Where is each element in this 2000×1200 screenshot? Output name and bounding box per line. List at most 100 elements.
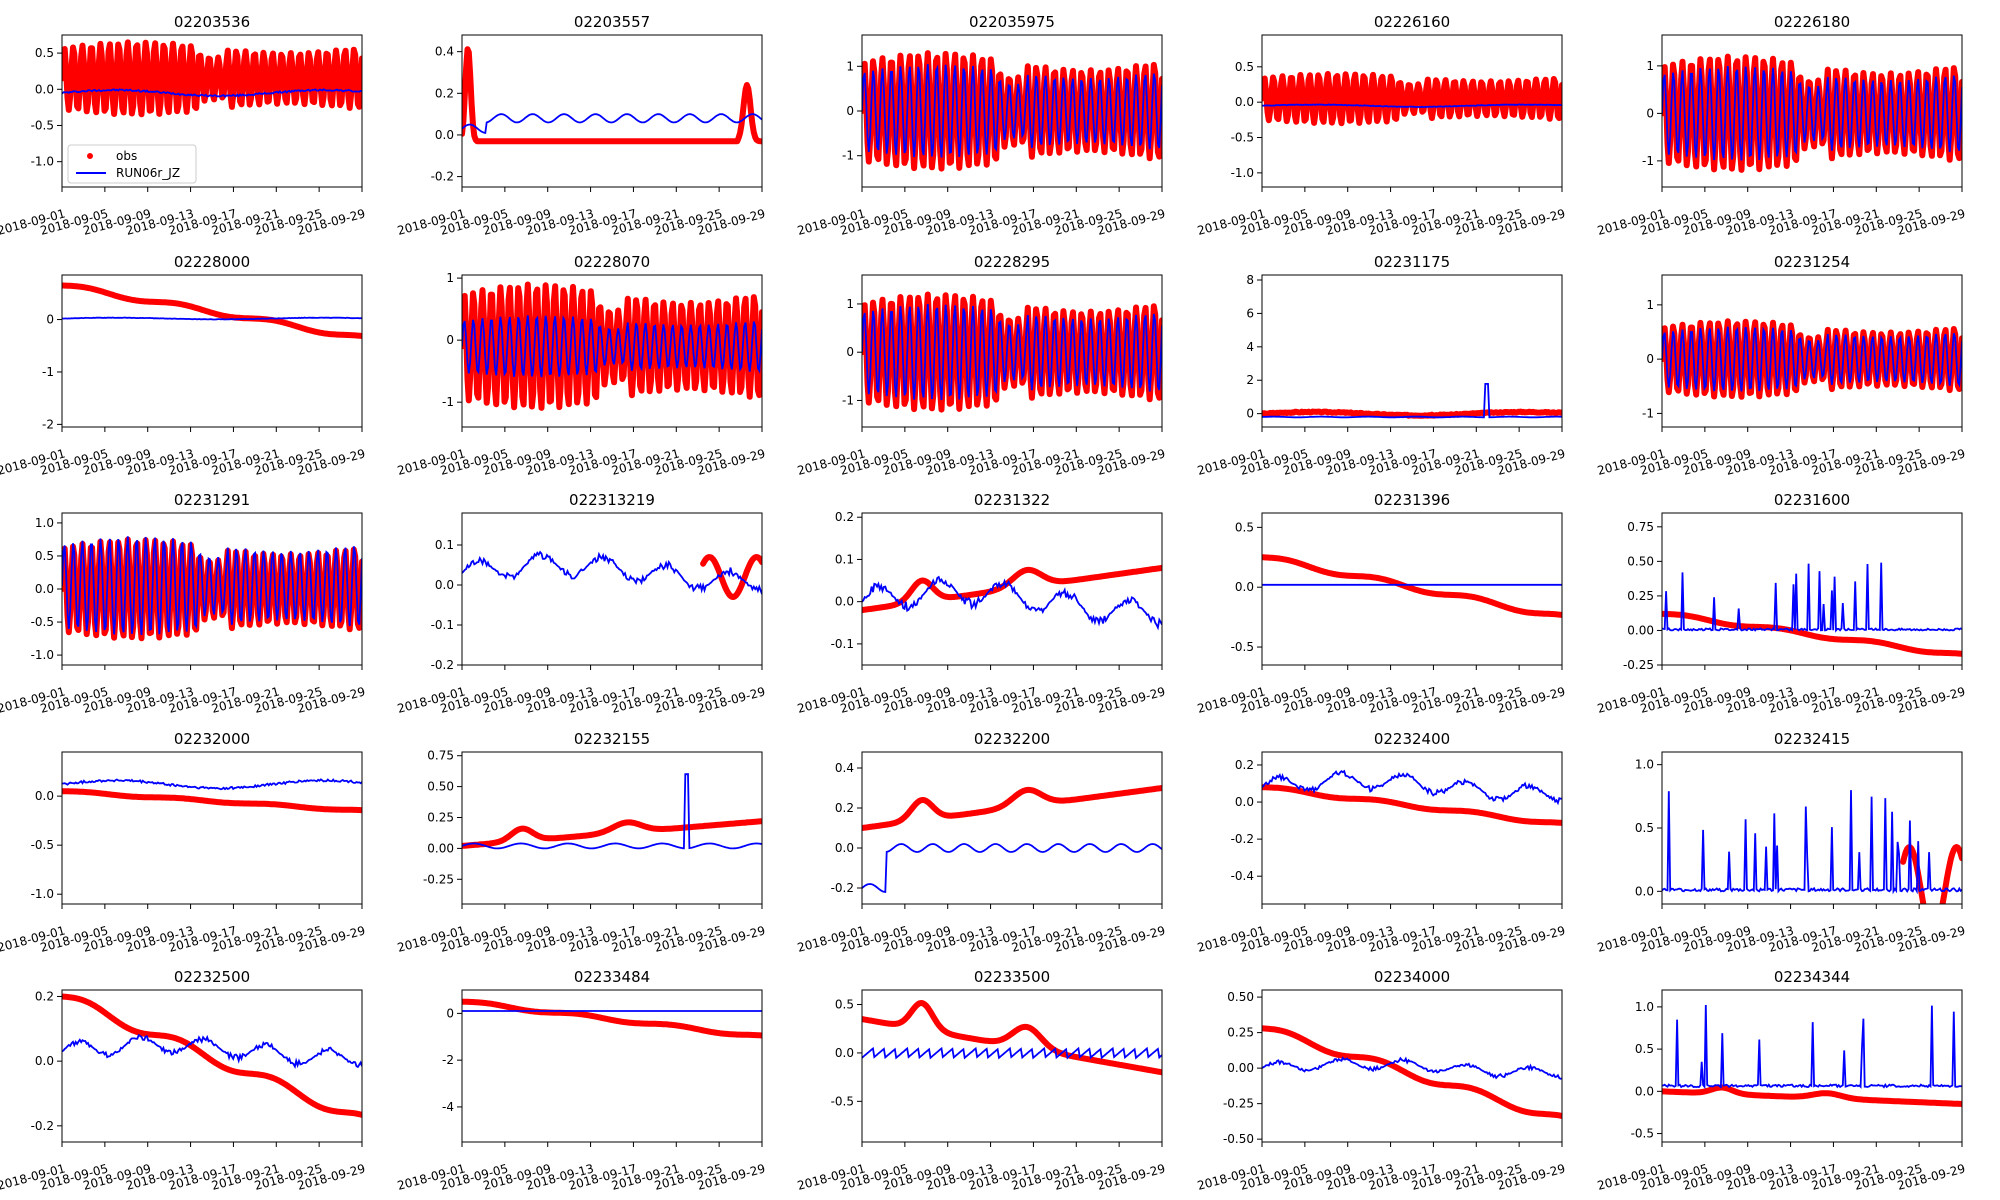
model-series [62, 88, 362, 98]
y-tick-label: 4 [1246, 340, 1254, 354]
obs-series [62, 993, 362, 1118]
subplot-02228070: 02228070-1012018-09-012018-09-052018-09-… [396, 253, 767, 478]
obs-series [1262, 554, 1562, 618]
y-tick-label: 0.1 [435, 538, 454, 552]
axes-frame [861, 989, 1163, 1143]
subplot-02232000: 02232000-1.0-0.50.02018-09-012018-09-052… [0, 730, 367, 955]
y-tick-label: -1.0 [31, 155, 54, 169]
y-tick-label: 1 [1646, 59, 1654, 73]
obs-series [1900, 844, 1962, 904]
axes-frame [61, 34, 363, 188]
y-tick-label: -1 [842, 149, 854, 163]
y-tick-label: 0.0 [1235, 795, 1254, 809]
y-tick-label: 0.25 [1627, 589, 1654, 603]
model-series [462, 773, 762, 850]
axes-frame [1661, 274, 1963, 428]
subplot-02231254: 02231254-1012018-09-012018-09-052018-09-… [1596, 253, 1967, 478]
obs-series [700, 554, 762, 600]
axes-frame [61, 274, 363, 428]
axes-frame [461, 34, 763, 188]
obs-series [1262, 71, 1562, 127]
y-tick-label: 0 [446, 333, 454, 347]
y-tick-label: -0.1 [431, 618, 454, 632]
axes-frame [1261, 512, 1563, 666]
subplot-02232400: 02232400-0.4-0.20.00.22018-09-012018-09-… [1196, 730, 1567, 955]
y-tick-label: 0.0 [835, 595, 854, 609]
obs-series [1662, 1084, 1962, 1107]
subplot-title: 02232500 [174, 968, 250, 986]
subplot-02228295: 02228295-1012018-09-012018-09-052018-09-… [796, 253, 1167, 478]
axes-frame [1261, 751, 1563, 905]
subplot-022035975: 022035975-1012018-09-012018-09-052018-09… [796, 13, 1167, 238]
y-tick-label: -0.2 [431, 658, 454, 672]
model-series [862, 304, 1162, 401]
y-tick-label: 0.2 [435, 86, 454, 100]
axes-frame [461, 989, 763, 1143]
y-tick-label: -0.2 [1231, 832, 1254, 846]
subplot-title: 02234344 [1774, 968, 1850, 986]
subplot-title: 02234000 [1374, 968, 1450, 986]
axes-frame [1261, 274, 1563, 428]
model-series [1262, 383, 1562, 419]
obs-series [62, 788, 362, 814]
y-tick-label: 0.4 [835, 761, 854, 775]
axes-frame [61, 751, 363, 905]
subplot-title: 02226160 [1374, 13, 1450, 31]
model-series [62, 778, 362, 791]
y-tick-label: -1 [1642, 406, 1654, 420]
subplot-02231600: 02231600-0.250.000.250.500.752018-09-012… [1596, 491, 1967, 716]
model-series [862, 1046, 1162, 1060]
obs-series [462, 998, 762, 1039]
y-tick-label: -0.5 [1231, 131, 1254, 145]
model-series [862, 575, 1162, 631]
y-tick-label: 0.2 [835, 510, 854, 524]
subplot-title: 02203536 [174, 13, 250, 31]
model-series [1262, 103, 1562, 108]
y-tick-label: -1 [442, 395, 454, 409]
obs-series [462, 818, 762, 849]
y-tick-label: 0 [446, 1006, 454, 1020]
y-tick-label: -0.4 [1231, 869, 1254, 883]
subplot-title: 02231254 [1774, 253, 1850, 271]
y-tick-label: -0.5 [1631, 1127, 1654, 1141]
y-tick-label: -2 [442, 1053, 454, 1067]
y-tick-label: -0.2 [831, 881, 854, 895]
y-tick-label: 0.0 [1635, 1084, 1654, 1098]
obs-series [1262, 784, 1562, 826]
subplot-02232155: 02232155-0.250.000.250.500.752018-09-012… [396, 730, 767, 955]
obs-series [1262, 1025, 1562, 1119]
obs-series [62, 39, 362, 118]
y-tick-label: 0.50 [1227, 990, 1254, 1004]
subplot-title: 02228295 [974, 253, 1050, 271]
y-tick-label: 0.5 [1235, 520, 1254, 534]
subplot-title: 02226180 [1774, 13, 1850, 31]
obs-series [862, 564, 1162, 614]
model-series [1662, 790, 1962, 895]
y-tick-label: 0.0 [835, 841, 854, 855]
subplot-02226180: 02226180-1012018-09-012018-09-052018-09-… [1596, 13, 1967, 238]
y-tick-label: 0.0 [435, 578, 454, 592]
subplot-title: 02231322 [974, 491, 1050, 509]
y-tick-label: -1 [42, 365, 54, 379]
subplot-02226160: 02226160-1.0-0.50.00.52018-09-012018-09-… [1196, 13, 1567, 238]
subplot-02233484: 02233484-4-202018-09-012018-09-052018-09… [396, 968, 767, 1193]
y-tick-label: 0.5 [1635, 821, 1654, 835]
axes-frame [861, 751, 1163, 905]
obs-series [862, 785, 1162, 831]
subplot-022313219: 022313219-0.2-0.10.00.12018-09-012018-09… [396, 491, 767, 716]
y-tick-label: 2 [1246, 373, 1254, 387]
subplot-title: 02231175 [1374, 253, 1450, 271]
y-tick-label: -0.25 [1623, 658, 1654, 672]
subplot-title: 02232000 [174, 730, 250, 748]
y-tick-label: 0 [846, 104, 854, 118]
subplot-02234344: 02234344-0.50.00.51.02018-09-012018-09-0… [1596, 968, 1967, 1193]
model-series [1662, 562, 1962, 633]
y-tick-label: -0.2 [431, 170, 454, 184]
axes-frame [461, 512, 763, 666]
y-tick-label: -1.0 [31, 887, 54, 901]
y-tick-label: 0.25 [427, 810, 454, 824]
subplot-02228000: 02228000-2-102018-09-012018-09-052018-09… [0, 253, 367, 478]
axes-frame [1261, 34, 1563, 188]
subplot-title: 022035975 [969, 13, 1055, 31]
subplot-02203536: 02203536-1.0-0.50.00.52018-09-012018-09-… [0, 13, 367, 238]
